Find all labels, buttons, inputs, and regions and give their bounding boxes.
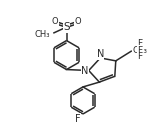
- Text: N: N: [81, 66, 89, 77]
- Text: S: S: [63, 22, 70, 32]
- Text: O: O: [75, 17, 81, 26]
- Text: F: F: [75, 114, 81, 124]
- Text: F: F: [137, 46, 142, 55]
- Text: CH₃: CH₃: [35, 30, 50, 39]
- Text: F: F: [137, 39, 142, 48]
- Text: N: N: [97, 49, 104, 59]
- Text: O: O: [52, 17, 58, 26]
- Text: F: F: [137, 52, 142, 62]
- Text: CF₃: CF₃: [132, 46, 147, 55]
